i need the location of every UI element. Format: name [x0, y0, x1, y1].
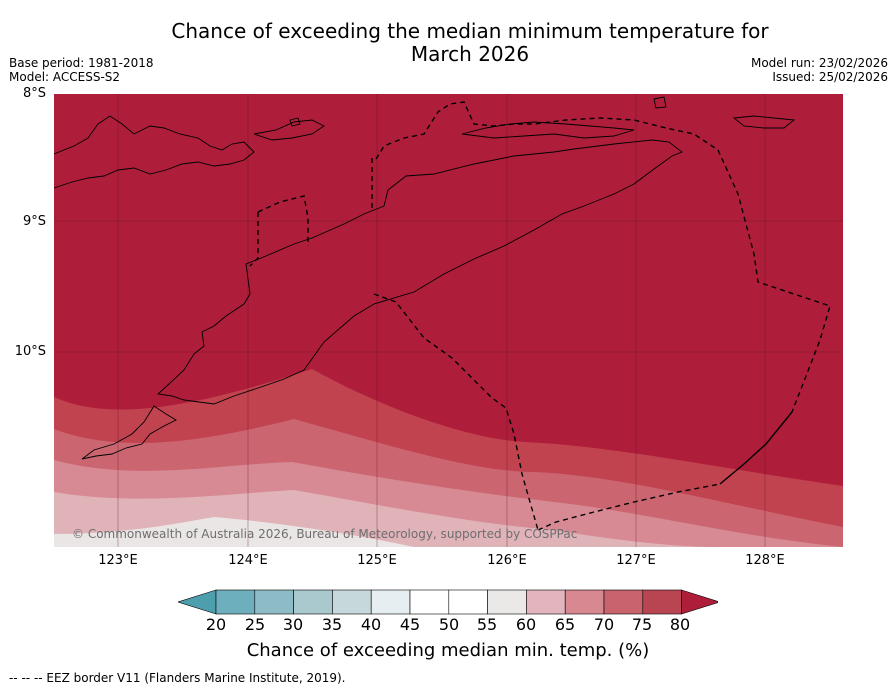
colorbar — [178, 589, 718, 615]
colorbar-tick-65: 65 — [554, 615, 576, 634]
coast-small-2 — [289, 117, 301, 127]
lon-label-127e: 127°E — [616, 553, 656, 568]
eez-solid-segment — [719, 411, 793, 485]
colorbar-segment — [293, 589, 333, 615]
coast-alor — [253, 119, 325, 141]
colorbar-segment — [215, 589, 256, 615]
base-period-text: Base period: 1981-2018 — [9, 56, 154, 70]
colorbar-arrow-high — [681, 589, 718, 615]
colorbar-segment — [642, 589, 682, 615]
chart-title: Chance of exceeding the median minimum t… — [0, 20, 896, 66]
colorbar-tick-25: 25 — [244, 615, 266, 634]
meta-right: Model run: 23/02/2026 Issued: 25/02/2026 — [751, 56, 888, 84]
graticule — [54, 94, 843, 547]
coast-islands-ne — [732, 115, 796, 129]
colorbar-tick-40: 40 — [360, 615, 382, 634]
colorbar-segment — [409, 589, 450, 615]
title-line-1: Chance of exceeding the median minimum t… — [171, 19, 769, 43]
lon-label-125e: 125°E — [357, 553, 397, 568]
model-run-text: Model run: 23/02/2026 — [750, 56, 888, 70]
lon-label-128e: 128°E — [745, 553, 785, 568]
colorbar-tick-75: 75 — [631, 615, 653, 634]
model-text: Model: ACCESS-S2 — [9, 70, 121, 84]
forecast-map[interactable] — [54, 94, 843, 547]
footnote-eez: -- -- -- EEZ border V11 (Flanders Marine… — [9, 671, 346, 685]
colorbar-tick-45: 45 — [399, 615, 421, 634]
issued-text: Issued: 25/02/2026 — [772, 70, 888, 84]
colorbar-tick-30: 30 — [282, 615, 304, 634]
region-55-60 — [54, 517, 414, 547]
colorbar-segment — [603, 589, 644, 615]
lon-label-126e: 126°E — [487, 553, 527, 568]
colorbar-arrow-low — [178, 589, 217, 615]
colorbar-segment — [370, 589, 411, 615]
colorbar-segment — [487, 589, 527, 615]
colorbar-segment — [448, 589, 488, 615]
coast-small-1 — [653, 96, 667, 109]
lat-label-9s: 9°S — [22, 214, 46, 229]
lon-label-124e: 124°E — [228, 553, 268, 568]
coast-wetar — [461, 121, 635, 139]
colorbar-segment — [254, 589, 294, 615]
colorbar-tick-60: 60 — [515, 615, 537, 634]
lat-label-8s: 8°S — [22, 86, 46, 101]
title-line-2: March 2026 — [410, 42, 530, 66]
colorbar-tick-50: 50 — [438, 615, 460, 634]
lat-label-10s: 10°S — [14, 344, 46, 359]
coast-rote — [81, 405, 177, 460]
colorbar-tick-80: 80 — [669, 615, 691, 634]
colorbar-segment — [526, 589, 566, 615]
colorbar-tick-20: 20 — [205, 615, 227, 634]
colorbar-tick-70: 70 — [593, 615, 615, 634]
colorbar-tick-55: 55 — [476, 615, 498, 634]
coast-flores — [54, 115, 255, 189]
coastlines — [54, 96, 796, 460]
coast-timor — [156, 139, 683, 405]
colorbar-segment — [332, 589, 372, 615]
colorbar-tick-35: 35 — [321, 615, 343, 634]
eez-border — [249, 101, 831, 531]
colorbar-label: Chance of exceeding median min. temp. (%… — [246, 640, 650, 661]
lon-label-123e: 123°E — [98, 553, 138, 568]
colorbar-segment — [564, 589, 605, 615]
copyright-text: © Commonwealth of Australia 2026, Bureau… — [72, 527, 578, 541]
meta-left: Base period: 1981-2018 Model: ACCESS-S2 — [9, 56, 154, 84]
